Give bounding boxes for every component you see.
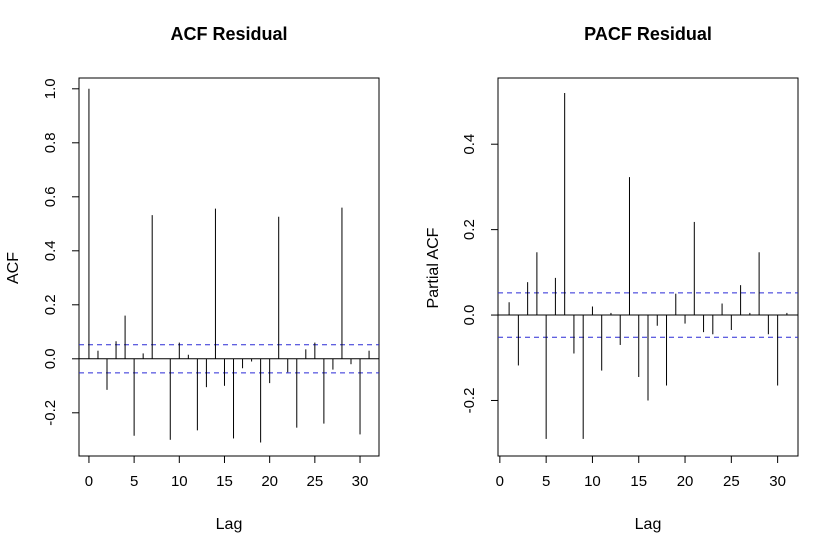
acf-plot-frame <box>78 77 380 457</box>
pacf-ylabel: Partial ACF <box>425 227 442 308</box>
pacf-y-tick-label: 0.4 <box>461 134 478 155</box>
pacf-panel: PACF Residual Lag Partial ACF 0 5 10 15 20 25… <box>425 24 799 533</box>
pacf-x-tick-label: 30 <box>769 473 786 490</box>
pacf-y-tick-label: 0.2 <box>461 219 478 240</box>
acf-xlabel: Lag <box>216 516 243 533</box>
acf-panel: ACF Residual Lag ACF 0 5 10 15 20 25 30 -0.2 0.0… <box>5 24 380 533</box>
pacf-y-tick-label: 0.0 <box>461 305 478 326</box>
acf-x-tick-label: 15 <box>216 473 233 490</box>
pacf-x-tick-label: 5 <box>542 473 550 490</box>
acf-ylabel: ACF <box>5 252 22 284</box>
pacf-x-tick-label: 15 <box>630 473 647 490</box>
acf-y-tick-label: 0.2 <box>42 294 59 315</box>
pacf-title: PACF Residual <box>584 24 712 44</box>
acf-x-tick-label: 10 <box>171 473 188 490</box>
acf-y-tick-label: -0.2 <box>42 400 59 426</box>
pacf-x-tick-label: 25 <box>723 473 740 490</box>
acf-x-tick-label: 0 <box>85 473 93 490</box>
acf-y-tick-label: 0.8 <box>42 132 59 153</box>
acf-x-tick-label: 30 <box>352 473 369 490</box>
pacf-y-tick-label: -0.2 <box>461 388 478 414</box>
acf-title: ACF Residual <box>170 24 287 44</box>
pacf-xlabel: Lag <box>635 516 662 533</box>
acf-x-tick-label: 20 <box>261 473 278 490</box>
acf-x-tick-label: 25 <box>306 473 323 490</box>
acf-y-tick-label: 0.0 <box>42 348 59 369</box>
pacf-x-tick-label: 20 <box>677 473 694 490</box>
pacf-x-tick-label: 0 <box>496 473 504 490</box>
acf-y-tick-label: 1.0 <box>42 78 59 99</box>
acf-x-tick-label: 5 <box>130 473 138 490</box>
acf-y-tick-label: 0.4 <box>42 240 59 261</box>
acf-y-tick-label: 0.6 <box>42 186 59 207</box>
pacf-x-tick-label: 10 <box>584 473 601 490</box>
